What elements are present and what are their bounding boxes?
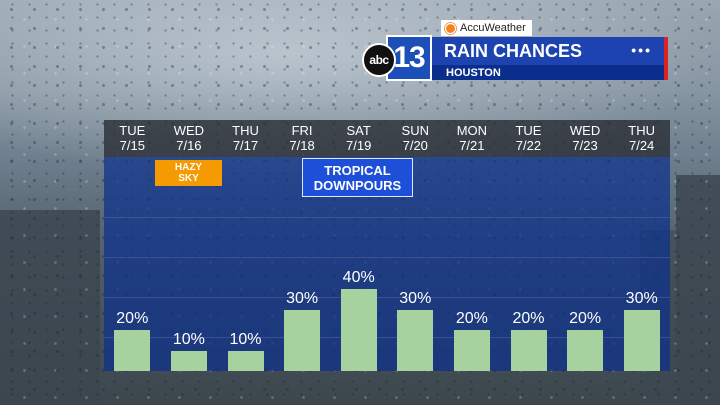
tropical-downpours-tag: TROPICAL DOWNPOURS <box>302 158 413 197</box>
day-header-0: TUE 7/15 <box>104 120 161 157</box>
rain-chance-bar-0 <box>114 330 151 371</box>
day-header-4: SAT 7/19 <box>330 120 387 157</box>
page-title: RAIN CHANCES <box>444 40 583 61</box>
day-name: WED <box>173 123 205 138</box>
tropical-tag-line1: TROPICAL <box>324 163 391 178</box>
day-header-3: FRI 7/18 <box>274 120 331 157</box>
rain-chance-label-6: 20% <box>455 310 488 327</box>
day-name: TUE <box>515 123 542 138</box>
rain-chance-bar-4 <box>340 289 377 371</box>
rain-chance-label-3: 30% <box>286 289 319 307</box>
gridline <box>104 297 670 298</box>
rain-chance-label-2: 10% <box>229 330 262 348</box>
day-header-row: TUE 7/15 WED 7/16 THU 7/17 FRI 7/18 SAT 7/19 SUN 7/… <box>104 120 670 157</box>
location-label: HOUSTON <box>446 66 501 79</box>
day-name: SAT <box>346 123 371 138</box>
day-name: SUN <box>401 123 429 138</box>
rain-chance-label-9: 30% <box>625 289 658 307</box>
day-header-1: WED 7/16 <box>161 120 218 157</box>
gridline <box>104 337 670 338</box>
rain-chance-bar-2 <box>227 350 264 371</box>
day-date: 7/23 <box>572 138 598 153</box>
title-bar: RAIN CHANCES ••• <box>432 37 668 65</box>
rain-chance-label-5: 30% <box>399 289 432 307</box>
rain-chance-bar-9 <box>623 309 660 371</box>
gridline <box>104 257 670 258</box>
rain-chance-bar-7 <box>510 330 547 371</box>
day-header-8: WED 7/23 <box>557 120 614 157</box>
hazy-tag-line1: HAZY <box>174 162 203 173</box>
day-date: 7/19 <box>346 138 372 153</box>
day-date: 7/18 <box>289 138 315 153</box>
rain-chance-bar-8 <box>567 330 604 371</box>
day-name: THU <box>628 123 655 138</box>
dots-icon: ••• <box>631 42 652 58</box>
hazy-tag-line2: SKY <box>178 173 199 184</box>
rain-chance-bar-1 <box>170 350 207 371</box>
accuweather-sun-icon <box>446 23 455 33</box>
rain-chance-bar-6 <box>453 330 490 371</box>
abc-logo: abc <box>362 43 396 77</box>
day-header-6: MON 7/21 <box>444 120 501 157</box>
day-name: WED <box>569 123 601 138</box>
day-name: TUE <box>119 123 146 138</box>
building-right <box>676 175 720 405</box>
day-header-5: SUN 7/20 <box>387 120 444 157</box>
rain-chance-bar-3 <box>284 309 321 371</box>
rain-chance-label-4: 40% <box>342 269 375 286</box>
gridline <box>104 217 670 218</box>
channel-13-logo: 13 <box>386 35 432 81</box>
day-date: 7/24 <box>628 138 655 153</box>
day-header-7: TUE 7/22 <box>500 120 557 157</box>
day-date: 7/15 <box>119 138 145 153</box>
rain-chance-bar-5 <box>397 309 434 371</box>
sponsor-label: AccuWeather <box>460 22 526 34</box>
tropical-tag-line2: DOWNPOURS <box>313 178 402 193</box>
day-header-2: THU 7/17 <box>217 120 274 157</box>
day-date: 7/21 <box>459 138 485 153</box>
subtitle-bar: HOUSTON <box>432 65 668 80</box>
day-date: 7/16 <box>176 138 202 153</box>
rain-chance-label-8: 20% <box>569 310 602 327</box>
day-name: THU <box>232 123 259 138</box>
rain-chance-label-1: 10% <box>172 330 205 348</box>
hazy-sky-tag: HAZY SKY <box>155 160 222 186</box>
accuweather-badge: AccuWeather <box>441 20 532 36</box>
day-header-9: THU 7/24 <box>613 120 670 157</box>
rain-chance-label-0: 20% <box>116 310 149 327</box>
rain-chance-label-7: 20% <box>512 310 545 327</box>
building-left <box>0 210 100 405</box>
day-date: 7/22 <box>515 138 542 153</box>
chart-plot-area: HAZY SKY TROPICAL DOWNPOURS 20% 10% 10% 30%… <box>104 157 670 371</box>
day-name: MON <box>456 123 488 138</box>
day-date: 7/20 <box>402 138 428 153</box>
day-date: 7/17 <box>232 138 259 153</box>
day-name: FRI <box>291 123 313 138</box>
